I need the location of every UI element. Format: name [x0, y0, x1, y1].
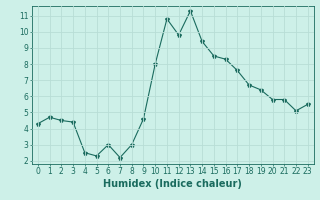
X-axis label: Humidex (Indice chaleur): Humidex (Indice chaleur): [103, 179, 242, 189]
